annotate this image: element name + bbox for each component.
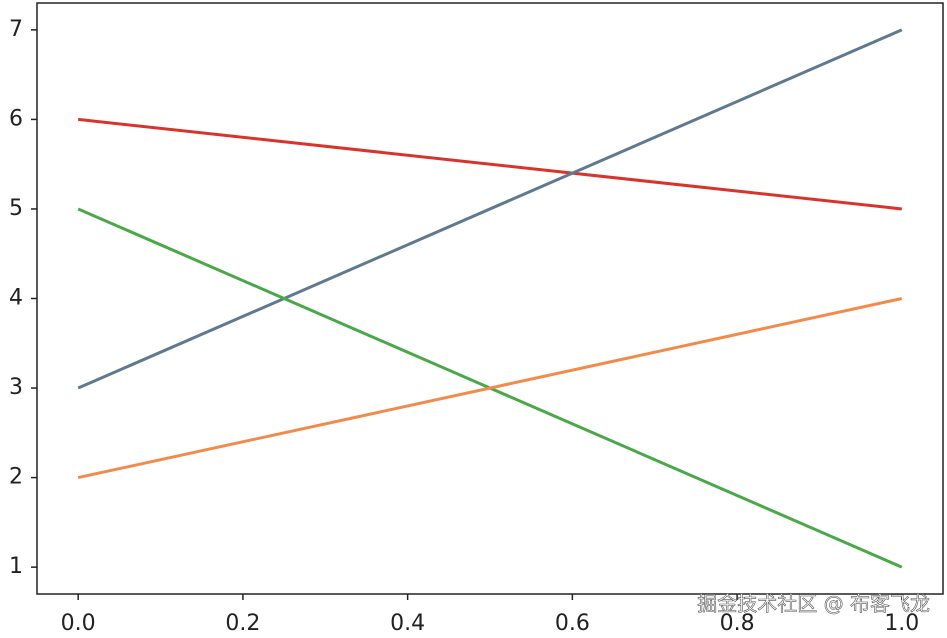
x-tick-label: 0.8 bbox=[720, 611, 755, 636]
y-tick-label: 6 bbox=[9, 106, 23, 131]
line-series bbox=[77, 297, 903, 480]
plot-frame bbox=[36, 2, 944, 595]
watermark: 掘金技术社区 @ 布客飞龙 bbox=[697, 592, 930, 616]
y-tick-label: 7 bbox=[9, 17, 23, 42]
x-tick-label: 0.6 bbox=[555, 611, 590, 636]
y-tick-label: 5 bbox=[9, 196, 23, 221]
x-tick-label: 1.0 bbox=[884, 611, 919, 636]
y-tick-label: 2 bbox=[9, 465, 23, 490]
x-tick-label: 0.2 bbox=[225, 611, 260, 636]
x-tick-label: 0.0 bbox=[61, 611, 96, 636]
x-tick-label: 0.4 bbox=[390, 611, 425, 636]
line-series bbox=[78, 117, 902, 211]
line-series bbox=[77, 28, 903, 390]
y-tick-label: 4 bbox=[9, 286, 23, 311]
y-tick-label: 3 bbox=[9, 375, 23, 400]
y-tick-label: 1 bbox=[9, 554, 23, 579]
